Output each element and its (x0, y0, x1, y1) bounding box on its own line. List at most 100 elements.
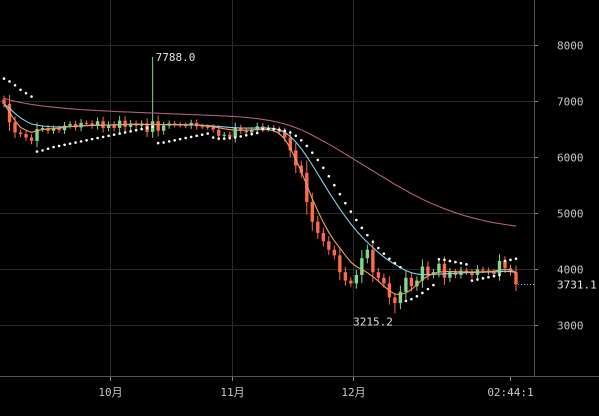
sar-dot (129, 130, 132, 133)
ma-slow-line (3, 97, 517, 227)
sar-dot (107, 134, 110, 138)
sar-dot (211, 136, 215, 139)
grid (0, 0, 534, 376)
candle-body (228, 134, 232, 137)
sar-dot (294, 134, 298, 138)
y-tick-label: 3000 (557, 320, 584, 333)
sar-dot (333, 183, 336, 187)
sar-dot (184, 136, 187, 140)
candle-body (393, 297, 397, 304)
sar-dot (344, 201, 347, 205)
sar-dot (134, 128, 138, 132)
candle-body (343, 272, 348, 281)
sar-dot (355, 218, 358, 222)
candle-body (161, 125, 166, 131)
candle-body (40, 127, 45, 130)
ma-fast-line (3, 103, 517, 296)
candle-body (497, 260, 502, 274)
candle-body (470, 272, 474, 275)
sar-dot (322, 166, 325, 170)
candle-body (90, 123, 94, 126)
candle-body (57, 128, 61, 131)
candle-body (503, 260, 507, 269)
sar-dot (432, 283, 435, 287)
sar-dot (360, 226, 364, 230)
x-tick-label: 10月 (98, 386, 122, 399)
sar-dot (498, 273, 501, 277)
annotations: 3731.1 7788.0 3215.2 (156, 51, 597, 329)
sar-dot (393, 261, 397, 265)
sar-dot (415, 295, 419, 298)
sar-dot (366, 233, 369, 237)
candle-body (409, 277, 414, 287)
candle-body (448, 272, 452, 278)
axes: 3000 4000 5000 6000 7000 8000 10月 11月 12月 02:44:1 (0, 0, 599, 399)
sar-dot (63, 143, 66, 147)
x-tick-label: 11月 (220, 386, 244, 399)
candle-body (376, 272, 381, 278)
candle-body (123, 120, 127, 127)
sar-dot (509, 258, 512, 262)
candle-body (288, 137, 292, 151)
sar-dot (79, 140, 83, 143)
candle-body (426, 266, 430, 275)
candle-body (464, 270, 469, 273)
candle-body (338, 255, 342, 273)
candle-body (332, 249, 337, 256)
candle-body (172, 123, 177, 125)
sar-dot (481, 277, 485, 280)
candle-body (106, 124, 111, 128)
sar-dot (233, 136, 237, 139)
sar-dot (277, 128, 281, 131)
sar-dot (195, 134, 198, 138)
y-tick-label: 7000 (557, 96, 584, 109)
candle-body (354, 274, 359, 284)
candle-body (79, 122, 83, 128)
sar-dot (454, 260, 457, 264)
sar-dot (173, 138, 176, 142)
sar-dot (443, 258, 446, 262)
high-label: 7788.0 (156, 51, 196, 64)
candle-body (183, 125, 188, 127)
candle-body (415, 280, 419, 287)
sar-dot (448, 259, 452, 263)
sar-dot (283, 129, 287, 133)
candle-body (382, 277, 386, 284)
sar-dot (74, 141, 77, 144)
candle-body (437, 263, 441, 273)
sar-dot (145, 126, 149, 130)
candle-body (514, 272, 518, 285)
candle-body (68, 124, 72, 126)
candle-body (73, 124, 78, 128)
candle-body (371, 249, 375, 273)
sar-dot (426, 287, 430, 291)
candle-body (283, 131, 287, 138)
y-tick-label: 4000 (557, 264, 584, 277)
sar-dot (162, 141, 165, 144)
candle-body (321, 232, 326, 242)
sar-dot (151, 125, 154, 129)
sar-dot (85, 138, 88, 142)
sar-dot (327, 174, 331, 178)
sar-dot (112, 133, 116, 136)
sar-dot (410, 297, 413, 301)
sar-dot (371, 240, 375, 244)
candle-body (156, 121, 160, 131)
sar-dot (299, 138, 303, 142)
y-tick-label: 5000 (557, 208, 584, 221)
sar-dot (266, 127, 270, 131)
sar-dot (118, 132, 121, 135)
sar-dot (421, 291, 424, 295)
sar-dot (13, 84, 17, 87)
moving-averages (3, 97, 517, 296)
sar-dot (399, 265, 402, 269)
sar-dot (476, 278, 479, 281)
candle-body (398, 291, 403, 304)
candle-body (128, 123, 133, 127)
sar-dot (52, 145, 55, 149)
sar-dot (514, 257, 518, 261)
sar-dot (8, 80, 11, 83)
candle-body (404, 277, 408, 292)
